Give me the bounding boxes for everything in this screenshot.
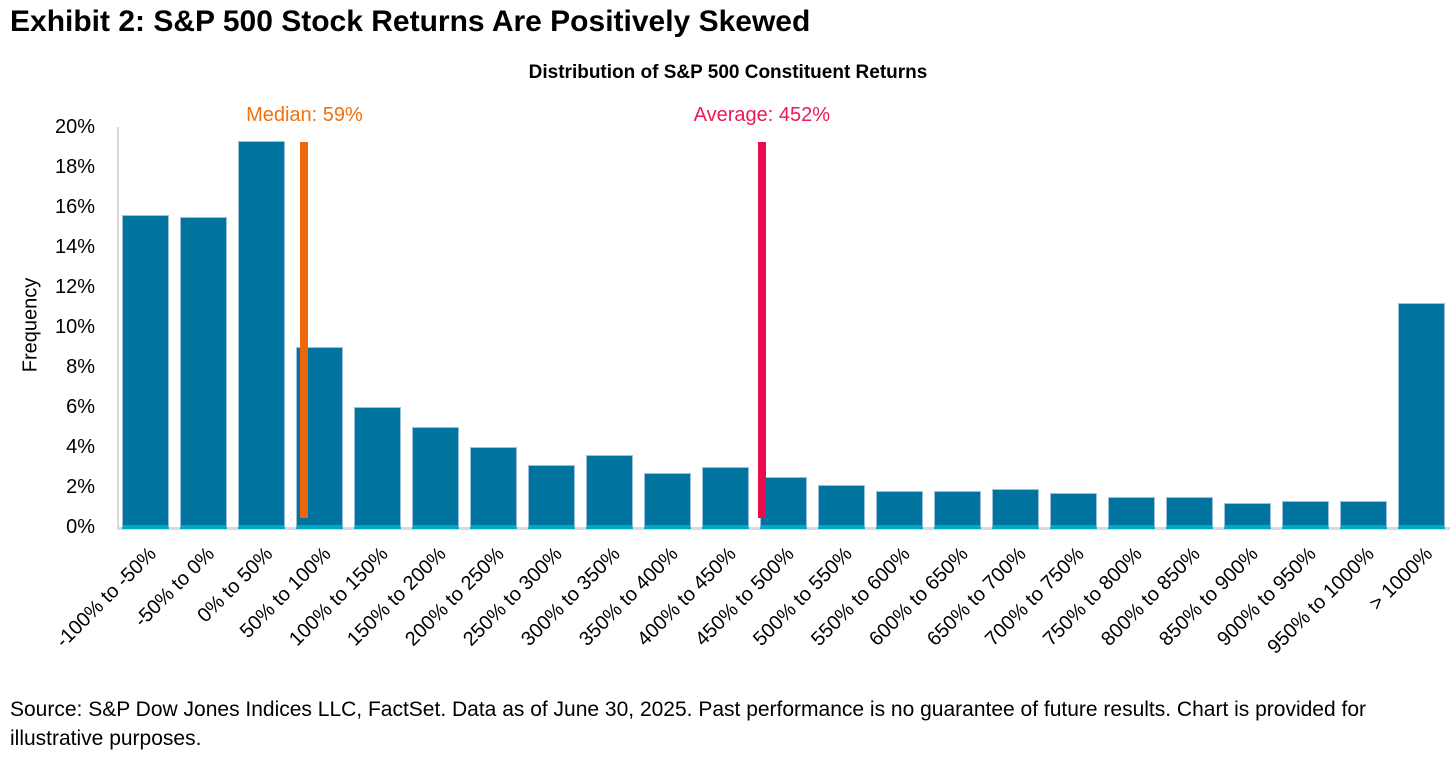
bar [760, 477, 807, 529]
median-label: Median: 59% [246, 104, 363, 126]
bar [1398, 303, 1445, 529]
bar [470, 447, 517, 529]
bar [528, 465, 575, 529]
chart-title: Distribution of S&P 500 Constituent Retu… [528, 62, 928, 83]
y-tick-label: 20% [54, 116, 95, 138]
bar [1108, 497, 1155, 529]
y-tick-label: 6% [66, 396, 95, 418]
x-tick-label: -100% to -50% [51, 543, 162, 653]
exhibit-title: Exhibit 2: S&P 500 Stock Returns Are Pos… [10, 5, 811, 38]
bar [122, 215, 169, 529]
bar [354, 407, 401, 529]
bar [1282, 501, 1329, 529]
bar [702, 467, 749, 529]
bar [586, 455, 633, 529]
bar [1166, 497, 1213, 529]
y-axis-line [117, 127, 119, 529]
bar [992, 489, 1039, 529]
bar [180, 217, 227, 529]
bar [876, 491, 923, 529]
x-tick-label: > 1000% [1365, 543, 1438, 615]
bar [1340, 501, 1387, 529]
y-tick-label: 2% [66, 476, 95, 498]
bar [934, 491, 981, 529]
y-tick-label: 14% [54, 236, 95, 258]
bar [1224, 503, 1271, 529]
bar [644, 473, 691, 529]
bar [1050, 493, 1097, 529]
y-tick-label: 4% [66, 436, 95, 458]
median-line [300, 142, 309, 518]
bar [412, 427, 459, 529]
bar [818, 485, 865, 529]
average-label: Average: 452% [693, 104, 831, 126]
x-tick-label: 100% to 150% [285, 543, 394, 651]
y-tick-label: 8% [66, 356, 95, 378]
y-tick-label: 10% [54, 316, 95, 338]
bar [238, 141, 285, 529]
average-line [757, 142, 766, 518]
source-note: Source: S&P Dow Jones Indices LLC, FactS… [10, 698, 1367, 750]
x-tick-label: 950% to 1000% [1263, 543, 1380, 659]
bar-series [122, 127, 1445, 529]
y-tick-label: 12% [54, 276, 95, 298]
y-tick-label: 18% [54, 156, 95, 178]
y-tick-label: 16% [54, 196, 95, 218]
y-tick-label: 0% [66, 516, 95, 538]
